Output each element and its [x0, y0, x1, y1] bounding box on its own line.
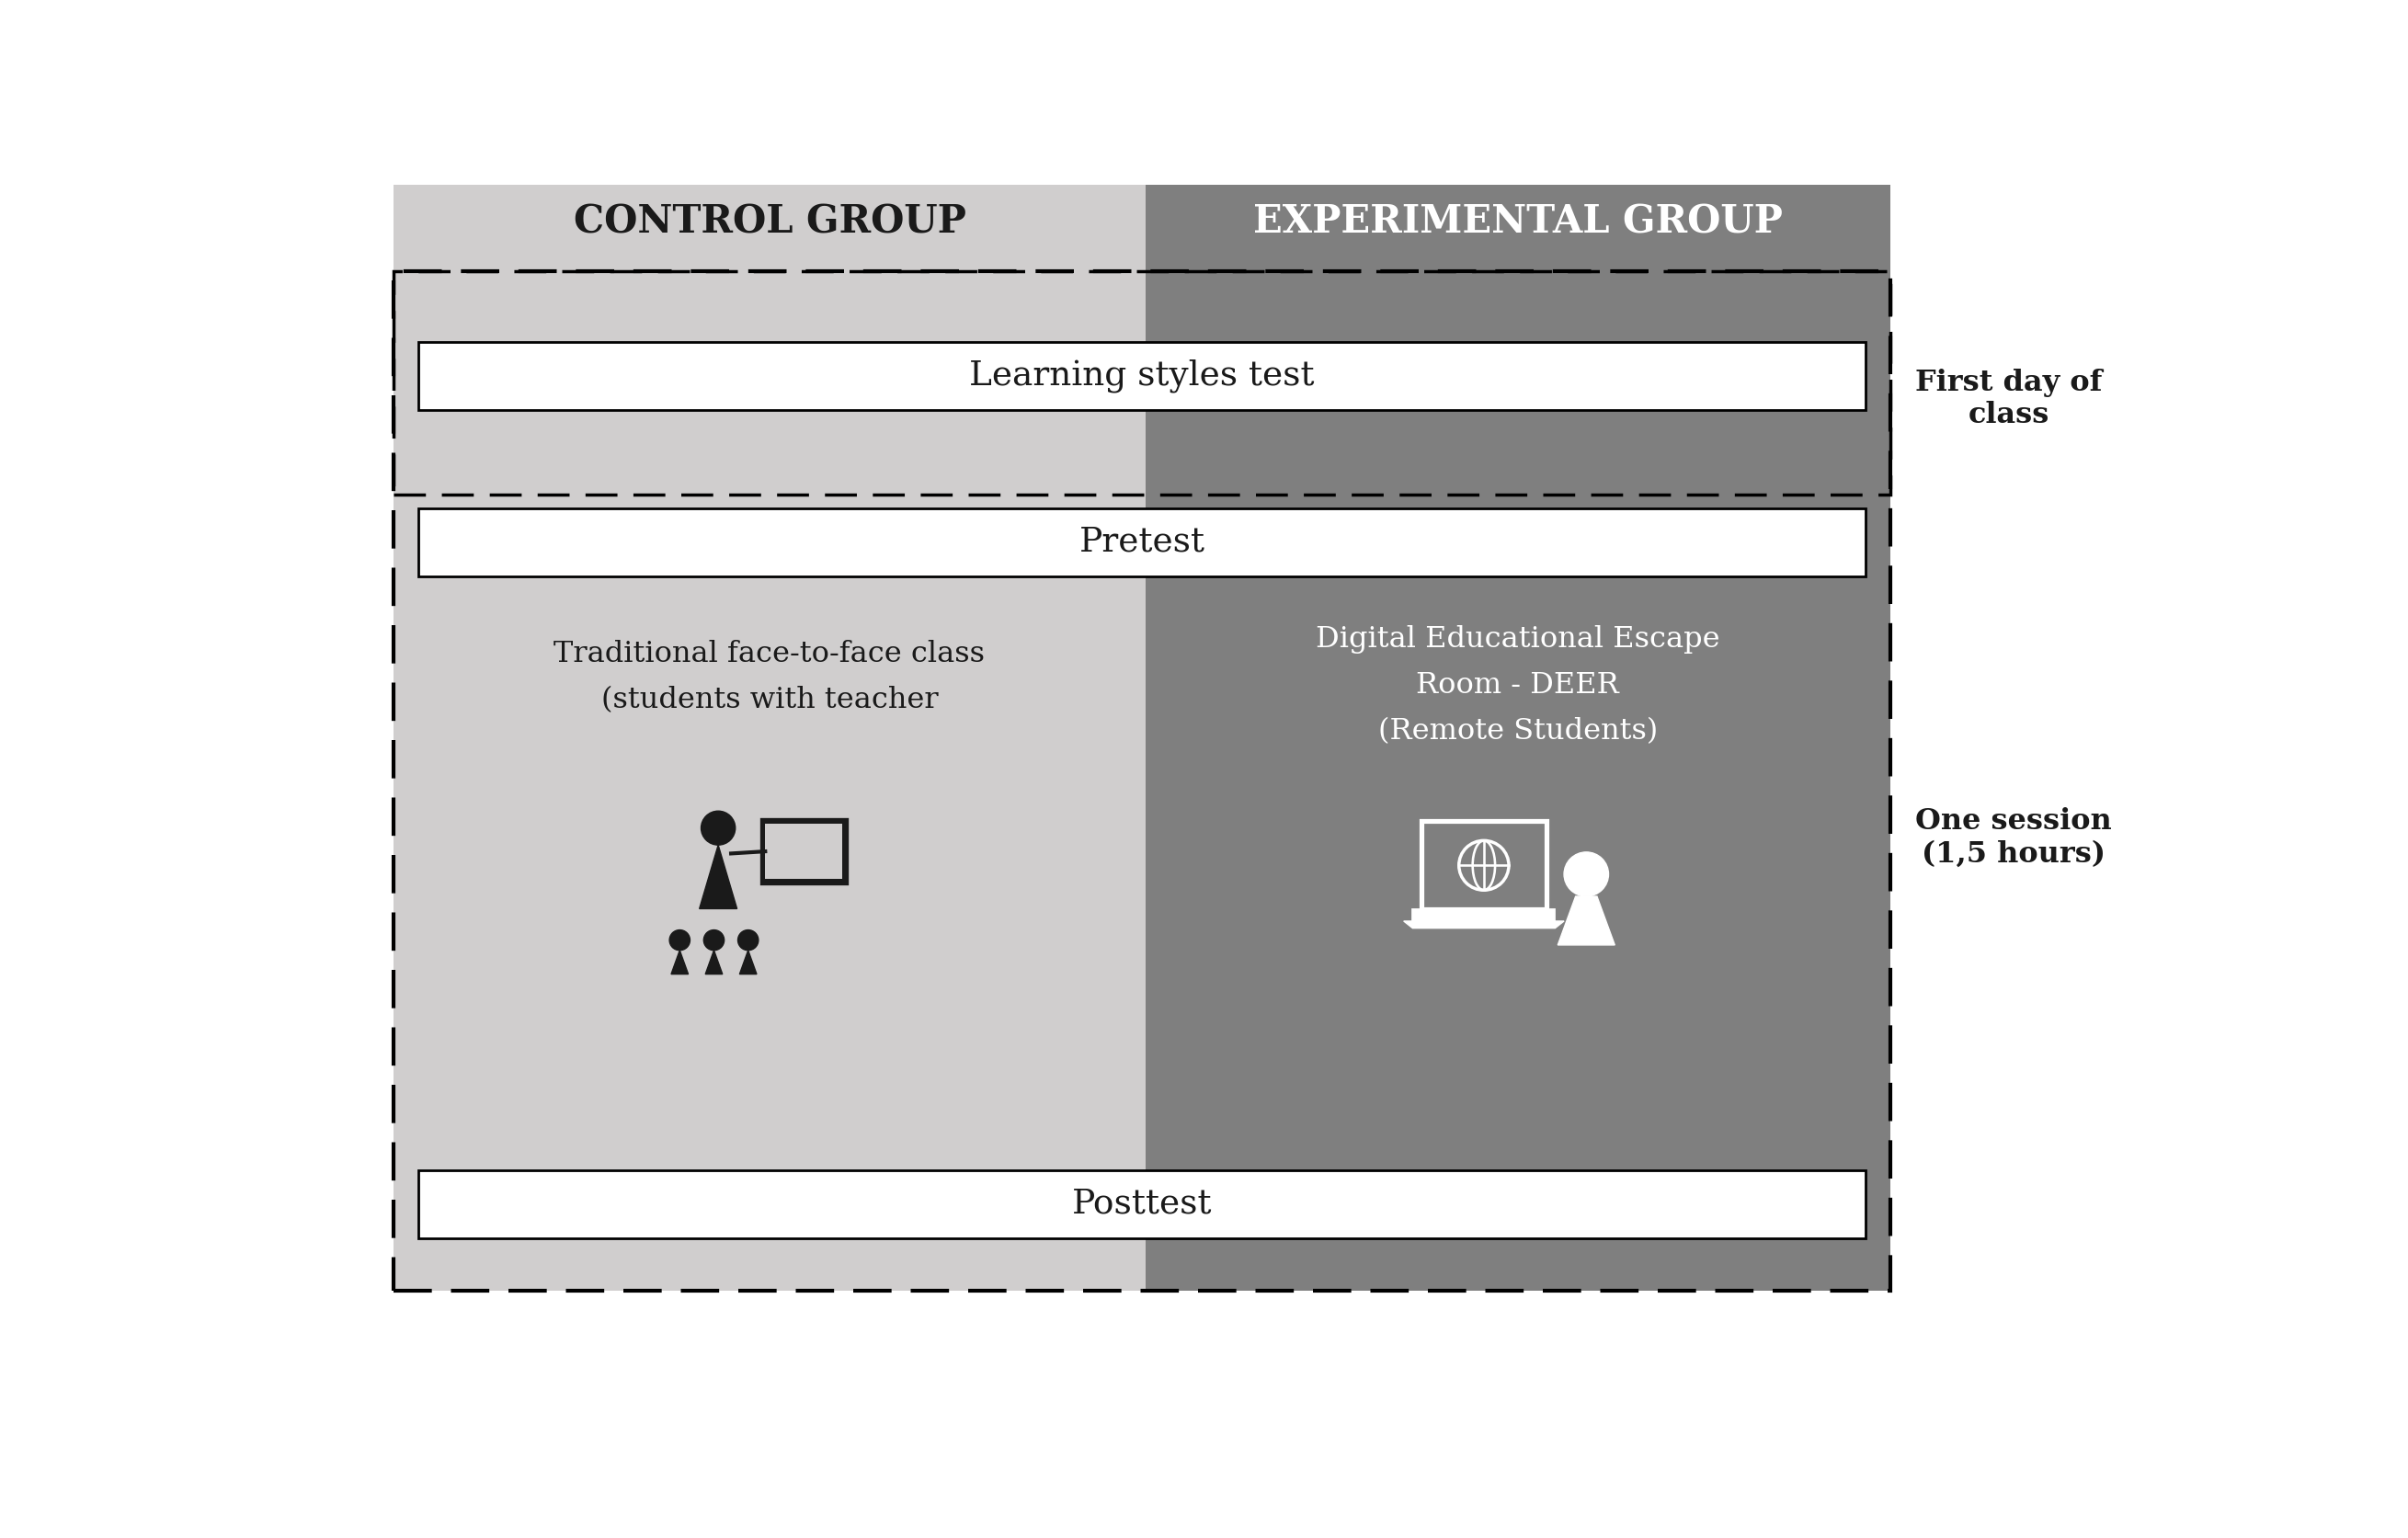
- Text: Traditional face-to-face class: Traditional face-to-face class: [554, 640, 985, 667]
- Text: One session
(1,5 hours): One session (1,5 hours): [1914, 807, 2112, 869]
- Text: Pretest: Pretest: [1079, 526, 1204, 558]
- Polygon shape: [1404, 921, 1565, 927]
- Bar: [393, 272, 1890, 1290]
- FancyBboxPatch shape: [419, 1170, 1866, 1238]
- Text: (students with teacher: (students with teacher: [602, 686, 939, 714]
- FancyBboxPatch shape: [419, 343, 1866, 409]
- Circle shape: [1565, 852, 1609, 897]
- Text: CONTROL GROUP: CONTROL GROUP: [573, 203, 966, 241]
- Polygon shape: [1558, 897, 1616, 944]
- FancyBboxPatch shape: [419, 509, 1866, 577]
- Circle shape: [701, 811, 734, 844]
- Text: Room - DEER: Room - DEER: [1416, 672, 1618, 700]
- Bar: [393, 272, 1890, 495]
- Text: Learning styles test: Learning styles test: [968, 360, 1315, 392]
- Text: EXPERIMENTAL GROUP: EXPERIMENTAL GROUP: [1252, 203, 1782, 241]
- Polygon shape: [698, 844, 737, 909]
- Text: (Remote Students): (Remote Students): [1377, 718, 1657, 746]
- Circle shape: [703, 930, 725, 950]
- Circle shape: [737, 930, 759, 950]
- Bar: [393, 172, 1146, 1290]
- Polygon shape: [672, 950, 689, 974]
- Bar: [1413, 909, 1556, 921]
- Text: Posttest: Posttest: [1072, 1187, 1211, 1221]
- Circle shape: [1459, 841, 1510, 891]
- Bar: [761, 820, 848, 883]
- Bar: [1421, 821, 1546, 909]
- Polygon shape: [706, 950, 722, 974]
- Bar: [1146, 172, 1890, 1290]
- Polygon shape: [739, 950, 756, 974]
- Bar: [766, 824, 843, 880]
- Circle shape: [669, 930, 691, 950]
- Text: First day of
class: First day of class: [1914, 368, 2102, 429]
- Text: Digital Educational Escape: Digital Educational Escape: [1315, 626, 1719, 654]
